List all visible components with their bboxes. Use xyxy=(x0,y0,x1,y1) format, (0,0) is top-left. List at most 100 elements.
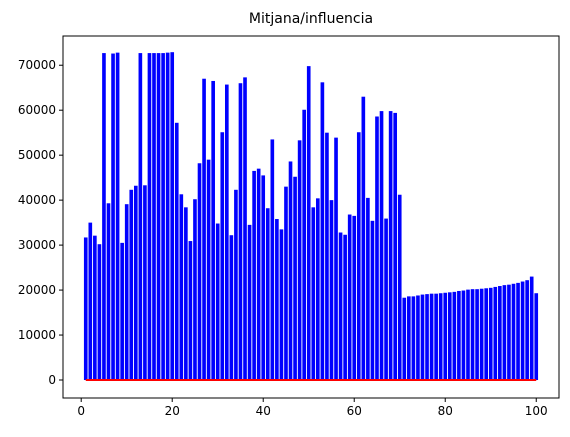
bar xyxy=(102,53,106,381)
bar xyxy=(370,220,375,381)
x-axis: 0 20 40 60 80 100 xyxy=(77,398,548,418)
bar xyxy=(343,234,347,381)
bar xyxy=(202,78,206,381)
bar xyxy=(152,53,156,381)
y-tick-label: 50000 xyxy=(18,148,56,162)
bar xyxy=(407,296,411,381)
y-axis: 0 10000 20000 30000 40000 50000 60000 70000 xyxy=(18,58,63,387)
bar xyxy=(147,53,152,381)
bar xyxy=(352,215,357,381)
x-tick-label: 60 xyxy=(347,404,362,418)
bar xyxy=(284,186,288,381)
bar xyxy=(306,66,311,381)
y-tick-label: 0 xyxy=(48,373,56,387)
bar xyxy=(206,159,211,381)
y-tick-label: 40000 xyxy=(18,193,56,207)
y-tick-label: 30000 xyxy=(18,238,56,252)
bar xyxy=(338,232,343,381)
bar xyxy=(197,163,202,381)
bar xyxy=(133,185,138,381)
bar xyxy=(97,244,102,381)
bar xyxy=(316,198,320,381)
bar xyxy=(224,84,229,381)
bar xyxy=(256,168,261,381)
bar xyxy=(484,288,489,381)
bar xyxy=(174,122,179,381)
bar xyxy=(393,112,398,381)
bar xyxy=(261,175,266,381)
bar xyxy=(120,242,124,381)
bar xyxy=(356,132,361,381)
bar xyxy=(252,170,256,381)
bar xyxy=(511,283,516,381)
bar xyxy=(375,116,379,381)
bar xyxy=(111,53,115,381)
bar xyxy=(520,281,525,381)
bar xyxy=(156,53,161,381)
bars-group xyxy=(83,52,539,381)
bar xyxy=(165,52,170,381)
bar xyxy=(488,287,493,381)
bar xyxy=(143,185,147,381)
bar xyxy=(179,194,184,381)
bar xyxy=(279,229,284,381)
bar xyxy=(115,52,120,381)
bar xyxy=(361,96,366,381)
bar xyxy=(334,137,338,381)
bar xyxy=(161,53,165,381)
y-tick-label: 60000 xyxy=(18,103,56,117)
bar xyxy=(293,176,297,381)
bar xyxy=(129,189,134,381)
bar xyxy=(215,223,220,381)
bar xyxy=(384,218,388,381)
bar xyxy=(275,219,279,381)
bar xyxy=(397,194,402,381)
bar xyxy=(106,203,111,381)
bar xyxy=(93,235,97,381)
bar xyxy=(388,111,393,381)
bar xyxy=(270,139,275,381)
bar xyxy=(443,292,448,381)
x-tick-label: 100 xyxy=(525,404,548,418)
bar xyxy=(502,285,507,381)
x-tick-label: 80 xyxy=(438,404,453,418)
bar xyxy=(498,286,502,381)
bar xyxy=(220,132,225,381)
x-tick-label: 40 xyxy=(256,404,271,418)
bar xyxy=(329,200,334,381)
bar xyxy=(447,292,452,381)
bar xyxy=(379,111,384,381)
bar xyxy=(229,235,234,381)
bar xyxy=(438,293,443,381)
bar xyxy=(138,53,143,381)
bar xyxy=(170,52,175,381)
bar xyxy=(238,83,243,381)
chart-title: Mitjana/influencia xyxy=(249,11,373,27)
bar xyxy=(193,199,197,381)
bar xyxy=(516,282,520,381)
bar xyxy=(411,296,416,381)
plot-frame xyxy=(62,35,560,399)
bar xyxy=(347,214,352,381)
bar xyxy=(88,222,93,381)
bar xyxy=(188,241,193,381)
bar xyxy=(470,289,475,381)
bar xyxy=(402,297,407,381)
bar xyxy=(184,207,188,381)
bar xyxy=(247,224,252,381)
bar xyxy=(124,204,129,381)
y-tick-label: 70000 xyxy=(18,58,56,72)
bar xyxy=(325,132,329,381)
x-tick-label: 20 xyxy=(165,404,180,418)
y-tick-label: 20000 xyxy=(18,283,56,297)
bar xyxy=(452,291,457,381)
bar xyxy=(475,289,479,381)
bar xyxy=(466,289,470,381)
bar xyxy=(420,294,425,381)
bar xyxy=(211,80,215,381)
bar xyxy=(479,288,484,381)
bar xyxy=(529,276,534,381)
bar xyxy=(320,82,325,381)
bar xyxy=(507,284,511,381)
bar xyxy=(525,280,529,381)
